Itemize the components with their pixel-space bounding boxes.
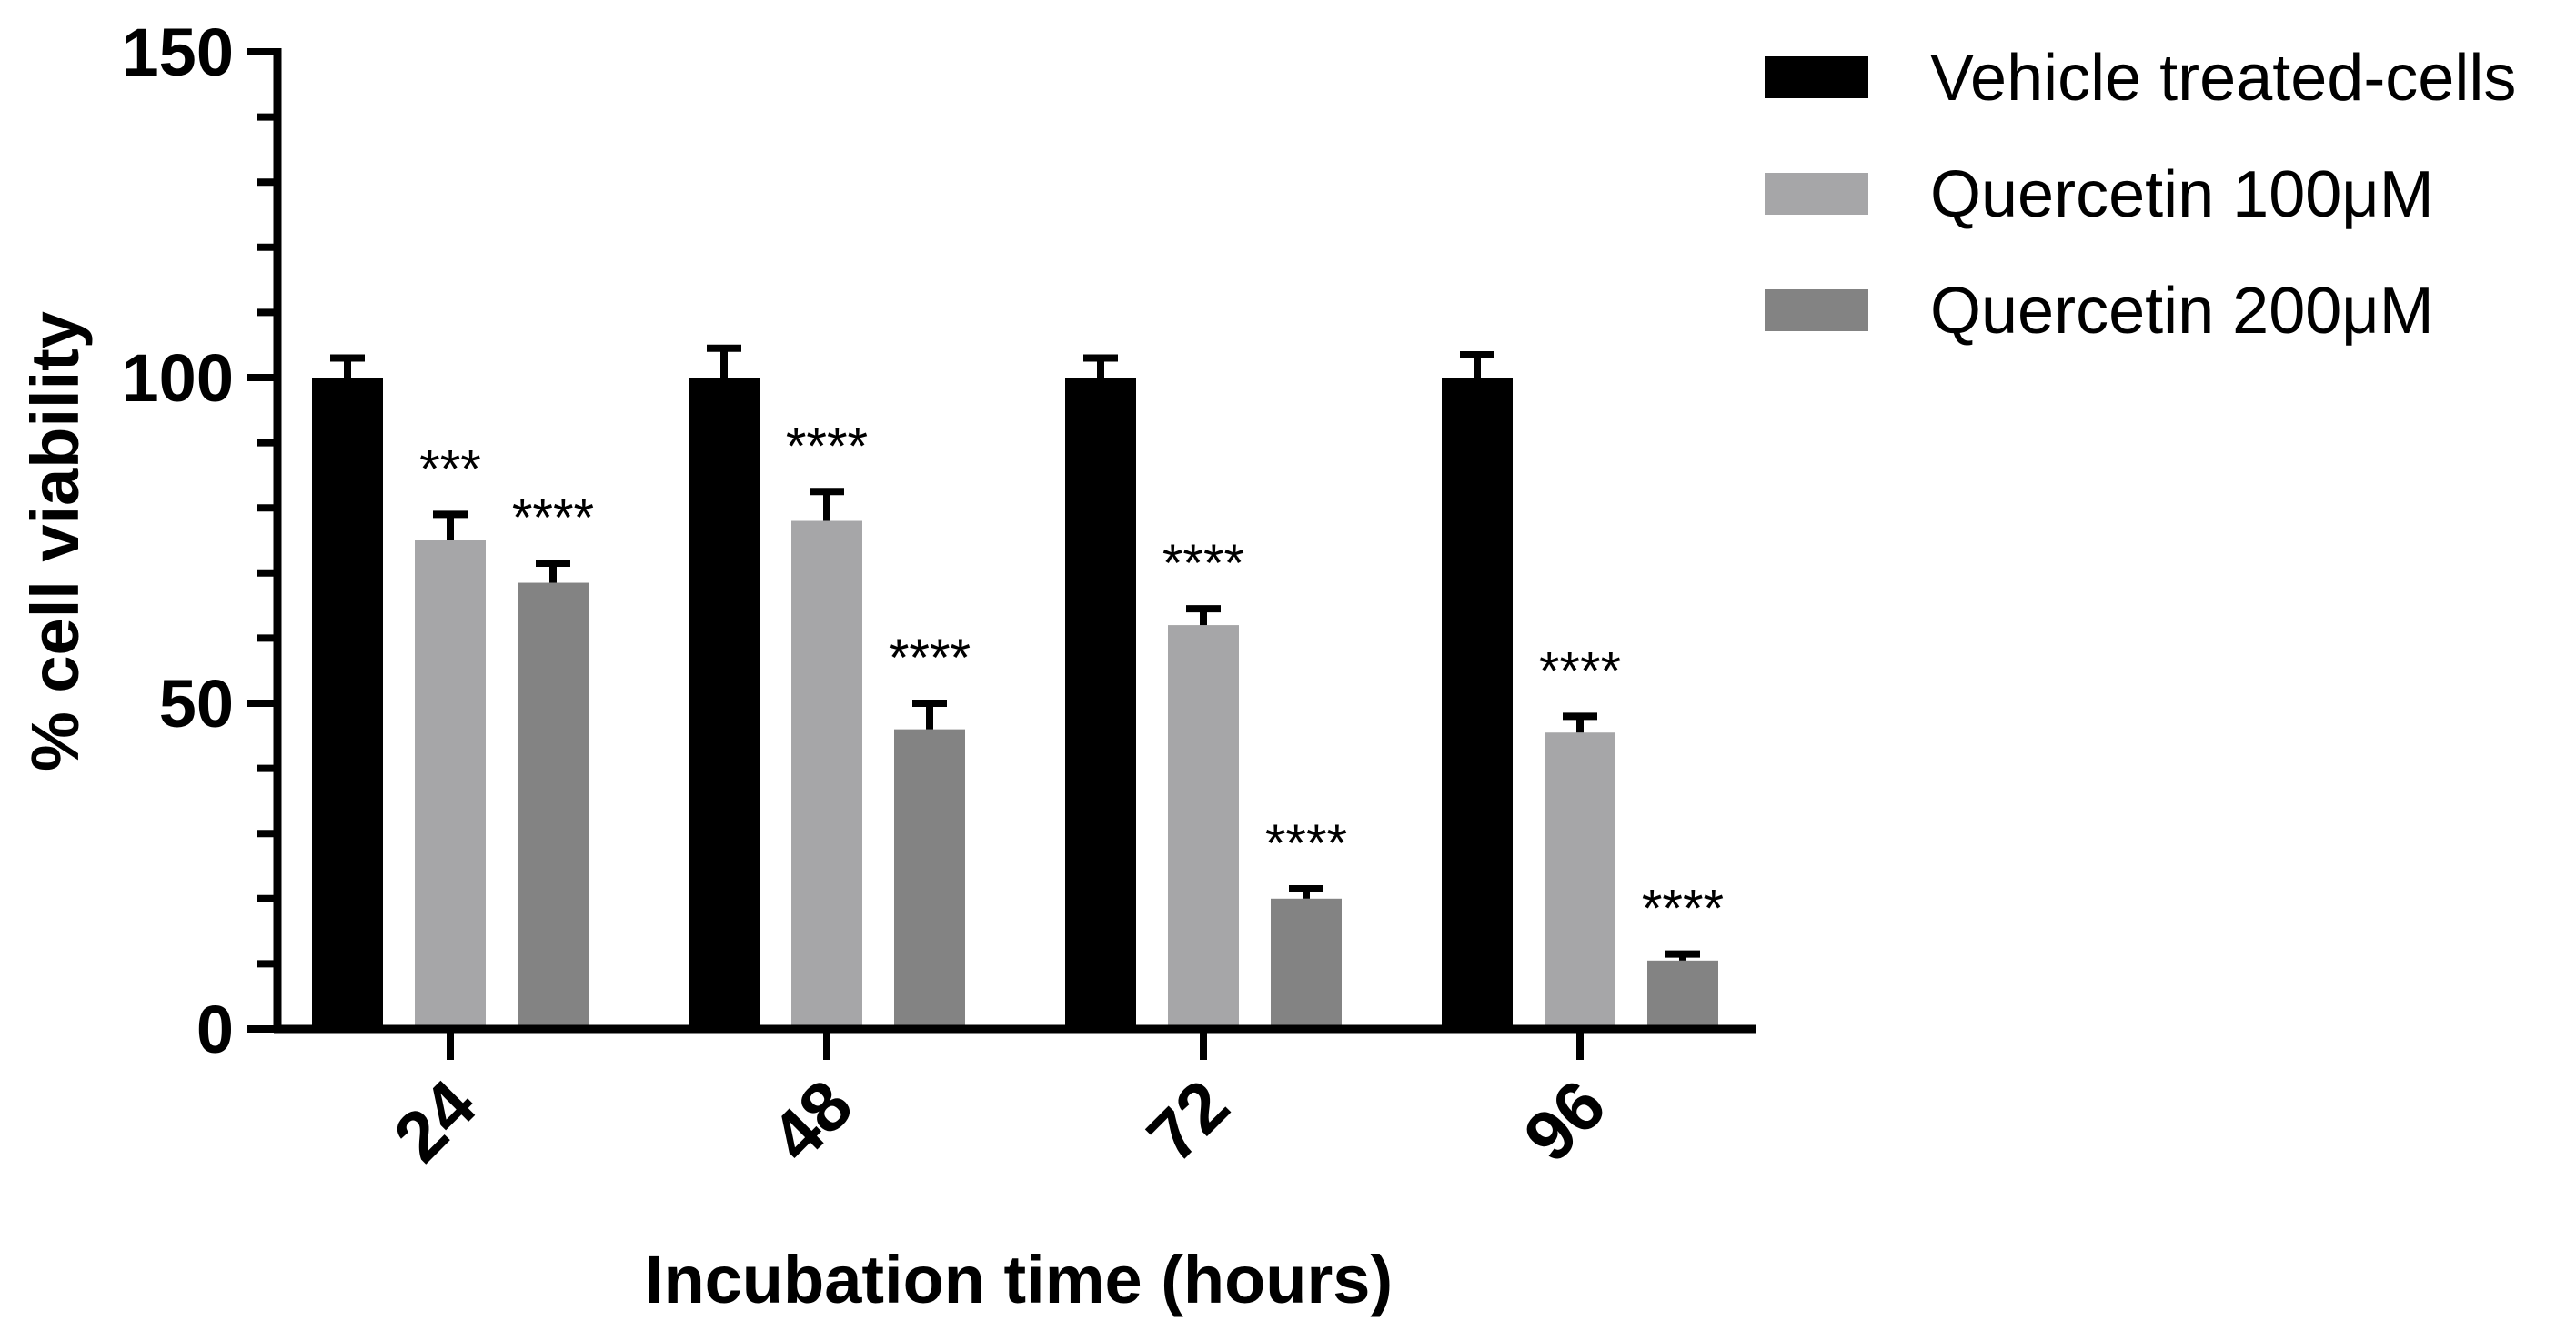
- bar-48-series-2: [894, 729, 965, 1029]
- significance-72-series-2: ****: [1265, 814, 1347, 873]
- x-tick-label-96: 96: [1508, 1064, 1621, 1177]
- bar-96-series-2: [1647, 960, 1718, 1029]
- significance-24-series-2: ****: [512, 489, 594, 548]
- bar-72-series-0: [1065, 378, 1136, 1029]
- y-axis-title: % cell viability: [17, 311, 93, 771]
- legend-swatch-series-0: [1765, 56, 1868, 98]
- bar-24-series-0: [312, 378, 383, 1029]
- legend-label-series-0: Vehicle treated-cells: [1930, 42, 2516, 115]
- x-axis-title: Incubation time (hours): [645, 1242, 1393, 1317]
- legend-label-series-1: Quercetin 100μM: [1930, 158, 2434, 231]
- error-bars-layer: [330, 344, 1700, 961]
- bar-72-series-2: [1271, 898, 1342, 1029]
- significance-24-series-1: ***: [419, 439, 481, 499]
- y-ticks: 0 50 100 150: [122, 15, 277, 1067]
- x-tick-label-48: 48: [755, 1064, 868, 1177]
- bar-96-series-1: [1545, 732, 1615, 1029]
- y-tick-label-100: 100: [122, 340, 234, 416]
- legend: Vehicle treated-cells Quercetin 100μM Quer…: [1765, 42, 2516, 348]
- significance-96-series-1: ****: [1539, 641, 1621, 701]
- y-tick-label-150: 150: [122, 15, 234, 90]
- significance-48-series-1: ****: [786, 417, 868, 476]
- y-tick-label-0: 0: [196, 992, 234, 1067]
- bars-layer: [312, 378, 1718, 1029]
- bar-24-series-2: [518, 582, 589, 1029]
- legend-label-series-2: Quercetin 200μM: [1930, 275, 2434, 348]
- significance-48-series-2: ****: [889, 629, 971, 688]
- bar-24-series-1: [415, 540, 486, 1029]
- significance-72-series-1: ****: [1162, 534, 1244, 593]
- x-ticks: 24 48 72 96: [378, 1029, 1621, 1177]
- significance-layer: *******************************: [419, 417, 1724, 938]
- legend-swatch-series-1: [1765, 173, 1868, 215]
- bar-72-series-1: [1168, 625, 1239, 1029]
- y-tick-label-50: 50: [159, 666, 234, 741]
- x-tick-label-24: 24: [378, 1064, 491, 1177]
- bar-48-series-1: [791, 520, 862, 1029]
- bar-48-series-0: [689, 378, 760, 1029]
- x-tick-label-72: 72: [1132, 1064, 1244, 1177]
- bar-96-series-0: [1442, 378, 1513, 1029]
- axes-layer: [273, 48, 1756, 1034]
- significance-96-series-2: ****: [1642, 880, 1724, 939]
- legend-swatch-series-2: [1765, 289, 1868, 331]
